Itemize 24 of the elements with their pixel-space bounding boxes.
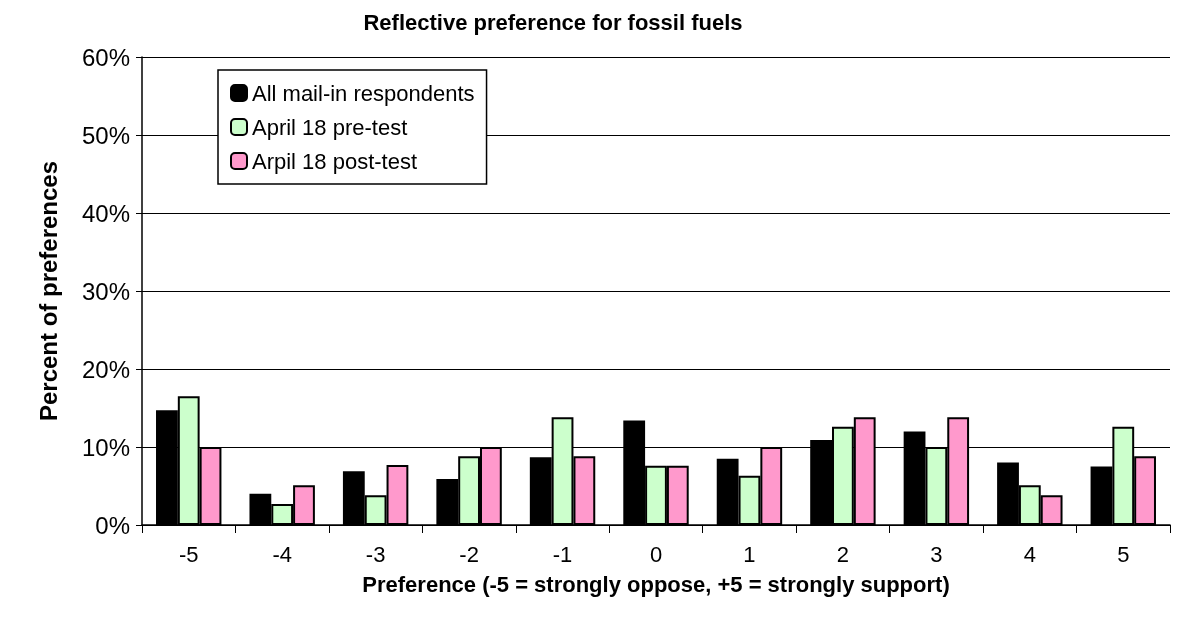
- legend-label: April 18 pre-test: [252, 114, 408, 140]
- y-tick-label: 50%: [81, 121, 130, 149]
- y-axis-title: Percent of preferences: [34, 160, 62, 422]
- x-tick-label: 3: [930, 541, 943, 567]
- y-tick-label: 20%: [81, 355, 130, 383]
- x-tick-label: -2: [459, 541, 479, 567]
- y-tick-label: 0%: [95, 511, 130, 539]
- y-tick-label: 40%: [81, 199, 130, 227]
- x-tick-label: -3: [365, 541, 386, 567]
- x-tick-label: 5: [1117, 541, 1130, 567]
- chart-title: Reflective preference for fossil fuels: [363, 9, 743, 35]
- x-tick-label: 1: [743, 541, 756, 567]
- x-axis-title: Preference (-5 = strongly oppose, +5 = strongly support): [362, 571, 950, 597]
- x-tick-label: -4: [272, 541, 292, 567]
- x-tick-label: 2: [836, 541, 850, 567]
- y-tick-label: 10%: [81, 433, 130, 461]
- x-tick-label: -1: [552, 541, 573, 567]
- legend-label: All mail-in respondents: [252, 80, 475, 106]
- y-tick-label: 30%: [81, 277, 130, 305]
- x-tick-label: 0: [649, 541, 663, 567]
- x-tick-label: -5: [178, 541, 199, 567]
- x-tick-label: 4: [1023, 541, 1036, 567]
- y-tick-label: 60%: [81, 43, 130, 71]
- legend-label: Arpil 18 post-test: [252, 148, 418, 174]
